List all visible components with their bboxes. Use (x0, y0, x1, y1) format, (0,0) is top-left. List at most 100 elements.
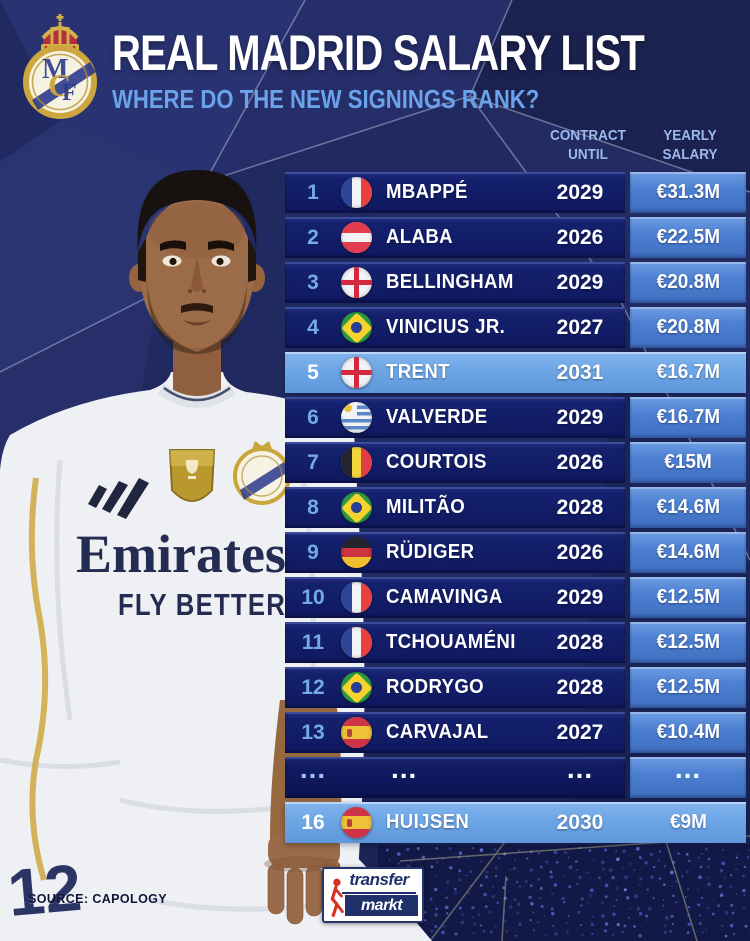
flag-part (341, 177, 352, 208)
rank-label: 12 (301, 675, 325, 699)
flag-spain-icon (341, 807, 372, 838)
rank-label: 7 (307, 450, 319, 474)
table-row: 13 CARVAJAL 2027 €10.4M (285, 712, 746, 753)
flag-part (341, 537, 372, 548)
contract-until-value: 2030 (556, 810, 604, 834)
flag-england-icon (341, 357, 372, 388)
row-salary-cell: €15M (630, 442, 746, 483)
player-name: RODRYGO (386, 676, 485, 698)
row-salary-cell: €16.7M (630, 397, 746, 438)
transfermarkt-logo-bottom-text: markt (345, 895, 418, 916)
table-row: 1 MBAPPÉ 2029 €31.3M (285, 172, 746, 213)
player-name: ALABA (386, 226, 453, 248)
rank-label: 9 (307, 540, 319, 564)
flag-france-icon (341, 582, 372, 613)
salary-value: €9M (669, 811, 707, 833)
row-salary-cell: €12.5M (630, 577, 746, 618)
column-header-salary: YEARLY SALARY (650, 127, 731, 165)
flag-england-icon (341, 267, 372, 298)
player-name: RÜDIGER (386, 541, 475, 563)
flag-part (350, 681, 363, 694)
flag-part (341, 627, 352, 658)
table-row: 2 ALABA 2026 €22.5M (285, 217, 746, 258)
table-row: 3 BELLINGHAM 2029 €20.8M (285, 262, 746, 303)
flag-part (341, 829, 372, 838)
transfermarkt-logo: transfer markt (322, 867, 424, 923)
row-salary-cell: €12.5M (630, 667, 746, 708)
flag-part (347, 818, 353, 827)
salary-value: €31.3M (656, 181, 720, 203)
salary-value: €20.8M (656, 316, 720, 338)
flag-part (361, 582, 372, 613)
flag-brazil-icon (341, 672, 372, 703)
player-name: CARVAJAL (386, 721, 489, 743)
table-row: 6 VALVERDE 2029 €16.7M (285, 397, 746, 438)
row-salary-cell: ... (630, 754, 746, 798)
flag-france-icon (341, 177, 372, 208)
table-row: 8 MILITÃO 2028 €14.6M (285, 487, 746, 528)
club-world-champions-badge (168, 449, 216, 502)
runner-icon (330, 878, 344, 917)
transfermarkt-logo-divider (342, 892, 416, 894)
row-main-cell: 7 COURTOIS 2026 (285, 442, 625, 483)
contract-until-value: 2029 (556, 405, 604, 429)
salary-value: €22.5M (656, 226, 720, 248)
column-header-contract-line1: CONTRACT (550, 127, 626, 144)
row-main-cell: 9 RÜDIGER 2026 (285, 532, 625, 573)
column-header-contract: CONTRACT UNTIL (543, 127, 633, 165)
table-row-highlight: 5 TRENT 2031 €16.7M (285, 352, 746, 393)
flag-part (341, 369, 372, 376)
page-subtitle: WHERE DO THE NEW SIGNINGS RANK? (112, 84, 540, 114)
flag-part (341, 582, 352, 613)
row-main-cell: 13 CARVAJAL 2027 (285, 712, 625, 753)
flag-part (341, 279, 372, 286)
flag-part (341, 739, 372, 748)
row-salary-cell: €20.8M (630, 262, 746, 303)
contract-until-value: 2027 (556, 720, 604, 744)
row-main-cell: ......... (285, 754, 625, 798)
jersey-sponsor-text: Emirates (76, 524, 286, 584)
flag-belgium-icon (341, 447, 372, 478)
player-name: HUIJSEN (386, 811, 470, 833)
flag-france-icon (341, 627, 372, 658)
table-row-highlight: 16 HUIJSEN 2030 €9M (285, 802, 746, 843)
player-name: MILITÃO (386, 496, 466, 518)
player-name: VINICIUS JR. (386, 316, 506, 338)
salary-value: €16.7M (656, 361, 720, 383)
table-row-ellipsis: ............ (285, 754, 746, 798)
flag-part (350, 501, 363, 514)
salary-value: €16.7M (656, 406, 720, 428)
row-salary-cell: €16.7M (630, 352, 746, 393)
source-credit: SOURCE: CAPOLOGY (28, 892, 168, 906)
row-main-cell: 10 CAMAVINGA 2029 (285, 577, 625, 618)
jersey-gold-trim (28, 477, 49, 881)
column-header-salary-line2: SALARY (662, 145, 718, 163)
row-main-cell: 2 ALABA 2026 (285, 217, 625, 258)
salary-value: €14.6M (656, 496, 720, 518)
shorts-number: 12 (5, 850, 85, 930)
row-salary-cell: €9M (630, 802, 746, 843)
row-salary-cell: €22.5M (630, 217, 746, 258)
row-main-cell: 8 MILITÃO 2028 (285, 487, 625, 528)
row-main-cell: 11 TCHOUAMÉNI 2028 (285, 622, 625, 663)
flag-brazil-icon (341, 312, 372, 343)
flag-uruguay-icon (341, 402, 372, 433)
flag-part (361, 447, 372, 478)
svg-text:M: M (42, 54, 68, 85)
jersey-tagline-text: FLY BETTER (118, 587, 286, 622)
jersey-crest-patch (233, 441, 291, 505)
rank-label: 4 (307, 315, 319, 339)
salary-value: €12.5M (656, 586, 720, 608)
table-row: 4 VINICIUS JR. 2027 €20.8M (285, 307, 746, 348)
rank-label: 5 (307, 360, 319, 384)
flag-part (341, 242, 372, 253)
contract-until-value: 2029 (556, 585, 604, 609)
player-name: BELLINGHAM (386, 271, 514, 293)
contract-until-value: 2028 (556, 675, 604, 699)
contract-until-value: 2026 (556, 225, 604, 249)
flag-part (341, 717, 372, 726)
rank-label: 10 (301, 585, 325, 609)
real-madrid-crest-logo: M C F (23, 14, 97, 119)
row-main-cell: 5 TRENT 2031 (285, 352, 625, 393)
player-name: TCHOUAMÉNI (386, 631, 516, 653)
